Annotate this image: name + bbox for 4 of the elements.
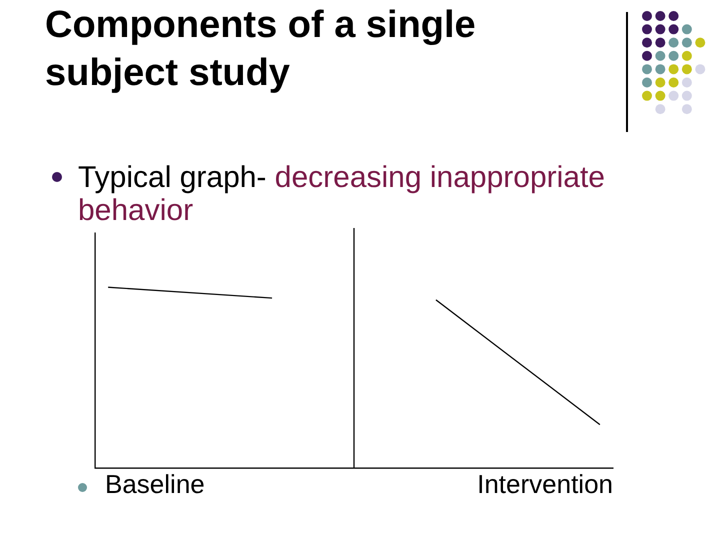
chart-title: Components of a single subject study <box>45 3 477 96</box>
text: Typical graph- decreasing inappropriate behavior <box>78 161 605 227</box>
text: Baseline <box>105 469 205 500</box>
text: Intervention <box>477 469 613 500</box>
